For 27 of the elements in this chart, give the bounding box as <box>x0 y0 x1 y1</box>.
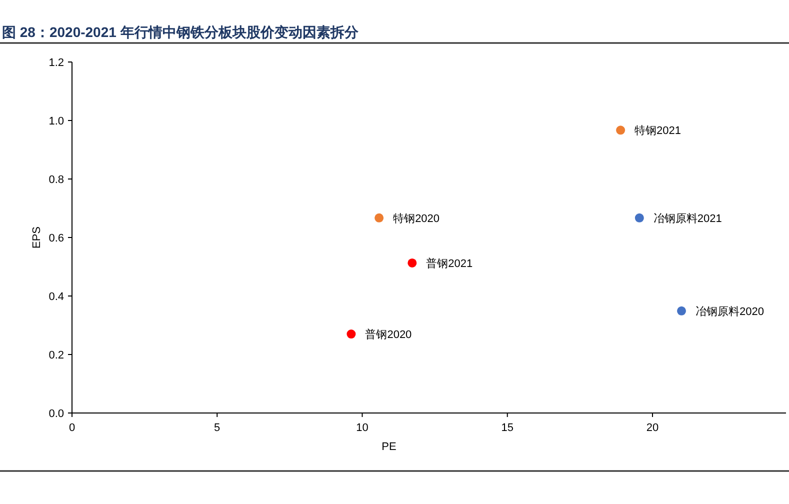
point <box>634 213 644 222</box>
point <box>408 258 417 268</box>
x-tick-label: 20 <box>646 422 659 434</box>
series-label: 冶钢原料2020 <box>696 304 764 318</box>
series-label: 普钢2020 <box>365 328 412 342</box>
y-tick-label: 0.2 <box>48 350 64 362</box>
point <box>677 306 686 316</box>
x-tick-label: 0 <box>68 422 76 434</box>
y-tick-label: 1.2 <box>48 57 64 69</box>
series-label: 冶钢原料2021 <box>653 212 722 225</box>
y-tick-label: 1.0 <box>48 116 64 128</box>
x-axis-title: PE <box>382 441 396 453</box>
y-axis-title: EPS <box>31 226 43 249</box>
y-tick-label: 0.4 <box>48 291 64 303</box>
point <box>346 330 356 339</box>
x-tick-label: 5 <box>214 422 220 434</box>
series-label: 特钢2020 <box>393 212 440 225</box>
y-tick-label: 0.0 <box>48 408 64 420</box>
series-label: 普钢2021 <box>426 256 473 270</box>
x-tick-label: 10 <box>356 422 368 434</box>
y-tick-label: 0.8 <box>48 174 64 186</box>
point <box>616 126 626 135</box>
chart-title: 图 28：2020-2021 年行情中钢铁分板块股价变动因素拆分 <box>2 24 360 40</box>
series-label: 特钢2021 <box>634 125 682 138</box>
y-tick-label: 0.6 <box>48 232 64 244</box>
x-tick-label: 15 <box>501 422 514 434</box>
point <box>374 213 384 222</box>
